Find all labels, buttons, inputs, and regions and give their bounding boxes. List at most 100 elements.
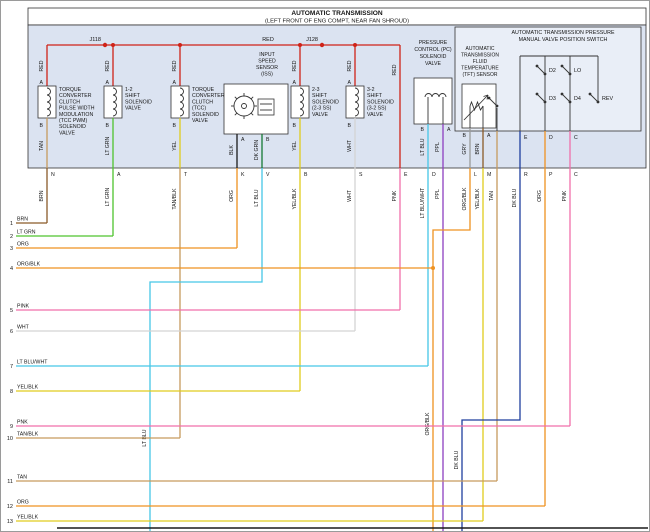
wire-color-label: PNK: [562, 190, 568, 201]
pin-letter: A: [40, 80, 44, 86]
wire-color-label: WHT: [347, 139, 353, 152]
thermistor-icon: [469, 100, 484, 112]
wire-color-label: GRY: [462, 143, 468, 155]
circuit-number: 2: [10, 234, 13, 240]
thermistor-arrowhead: [483, 94, 489, 97]
component-label: PRESSURE: [419, 40, 448, 46]
pin-letter: A: [173, 80, 177, 86]
pin-letter: A: [106, 80, 110, 86]
component-label: TORQUE: [59, 87, 82, 93]
pin-letter: B: [293, 123, 297, 129]
pin-letter: B: [106, 123, 110, 129]
pin-letter: A: [117, 172, 121, 178]
wire-color-label: DK GRN: [254, 140, 260, 160]
junction-dot: [102, 42, 108, 48]
wire-color-label: ORG: [537, 190, 543, 202]
circuit-number: 13: [7, 519, 13, 525]
component-label: CLUTCH: [192, 99, 213, 105]
circuit-color-label: LT GRN: [17, 230, 36, 236]
pin-letter: B: [266, 137, 270, 143]
pin-letter: T: [184, 172, 188, 178]
thermistor-arrowhead: [486, 94, 489, 100]
component-title: AUTOMATIC TRANSMISSION PRESSURE: [511, 30, 614, 36]
pin-letter: V: [266, 172, 270, 178]
header-title: AUTOMATIC TRANSMISSION: [291, 10, 383, 17]
wire-color-label: PPL: [435, 142, 441, 152]
circuit-color-label: YEL/BLK: [17, 515, 39, 521]
pin-letter: L: [474, 172, 477, 178]
switch-position-label: D2: [549, 68, 556, 74]
gear-tooth: [234, 112, 238, 116]
header-subtitle: (LEFT FRONT OF ENG COMPT, NEAR FAN SHROU…: [265, 19, 409, 25]
switch-position-label: D4: [574, 96, 581, 102]
component-label: 2-3: [312, 87, 320, 93]
pin-letter: B: [421, 127, 425, 133]
component-label: VALVE: [367, 112, 383, 118]
wire-color-label: LT GRN: [105, 136, 111, 155]
wire-color-label: YEL: [172, 141, 178, 151]
pin-letter: A: [447, 127, 451, 133]
component-label: (TCC PWM): [59, 118, 88, 124]
gear-tooth: [234, 96, 238, 100]
component-label: CLUTCH: [59, 99, 80, 105]
pin-letter: C: [574, 172, 578, 178]
pin-letter: D: [549, 135, 553, 141]
circuit-number: 8: [10, 389, 13, 395]
coil-icon: [179, 87, 184, 117]
pin-letter: N: [51, 172, 55, 178]
circuit-color-label: TAN: [17, 475, 27, 481]
pin-letter: B: [463, 133, 467, 139]
circuit-number: 11: [7, 479, 13, 485]
pin-letter: A: [348, 80, 352, 86]
pressure-control-solenoid-body: [413, 77, 453, 125]
wire-color-label: LT BLU: [254, 189, 260, 206]
contact-blade: [561, 93, 571, 103]
component-label: TRANSMISSION: [461, 53, 499, 59]
pin-letter: R: [524, 172, 528, 178]
pin-letter: E: [404, 172, 408, 178]
wire-color-label: BLK: [229, 145, 235, 155]
component-label: SOLENOID: [312, 99, 339, 105]
component-label: SOLENOID: [192, 112, 219, 118]
circuit-color-label: ORG: [17, 500, 29, 506]
circuit-color-label: ORG/BLK: [17, 262, 41, 268]
circuit-color-label: WHT: [17, 325, 30, 331]
component-label: VALVE: [192, 118, 208, 124]
pin-letter: A: [487, 133, 491, 139]
circuit-number: 3: [10, 246, 13, 252]
component-label: TORQUE: [192, 87, 215, 93]
circuit-number: 5: [10, 308, 13, 314]
wire-color-label: PNK: [392, 190, 398, 201]
component-label: CONTROL (PC): [414, 47, 452, 53]
gear-tooth: [250, 112, 254, 116]
circuit-number: 1: [10, 221, 13, 227]
component-label: (ISS): [261, 72, 273, 78]
circuit-number: 12: [7, 504, 13, 510]
wire-orgblk-l: [432, 168, 471, 531]
coil-icon: [299, 87, 304, 117]
component-label: SOLENOID: [367, 99, 394, 105]
wire-color-label: ORG: [229, 190, 235, 202]
wire-ltblu-v: [149, 168, 263, 531]
circuit-color-label: YEL/BLK: [17, 385, 39, 391]
component-label: SOLENOID: [420, 54, 447, 60]
junction-label: J128: [306, 37, 318, 43]
component-label: SOLENOID: [59, 124, 86, 130]
gear-hub: [241, 103, 247, 109]
contact-blade: [536, 93, 546, 103]
component-label: VALVE: [59, 130, 75, 136]
circuit-color-label: ORG: [17, 242, 29, 248]
circuit-color-label: LT BLU/WHT: [17, 360, 48, 366]
circuit-color-label: PNK: [17, 420, 28, 426]
component-label: SPEED: [258, 59, 276, 65]
wire-color-label: TAN: [489, 191, 495, 201]
wire-color-label: RED: [105, 60, 111, 71]
wire-color-label: ORG/BLK: [425, 412, 431, 436]
contact-blade: [536, 65, 546, 75]
contact-blade: [488, 97, 498, 107]
switch-position-label: D3: [549, 96, 556, 102]
component-label: SOLENOID: [125, 99, 152, 105]
switch-position-label: REV: [602, 96, 613, 102]
